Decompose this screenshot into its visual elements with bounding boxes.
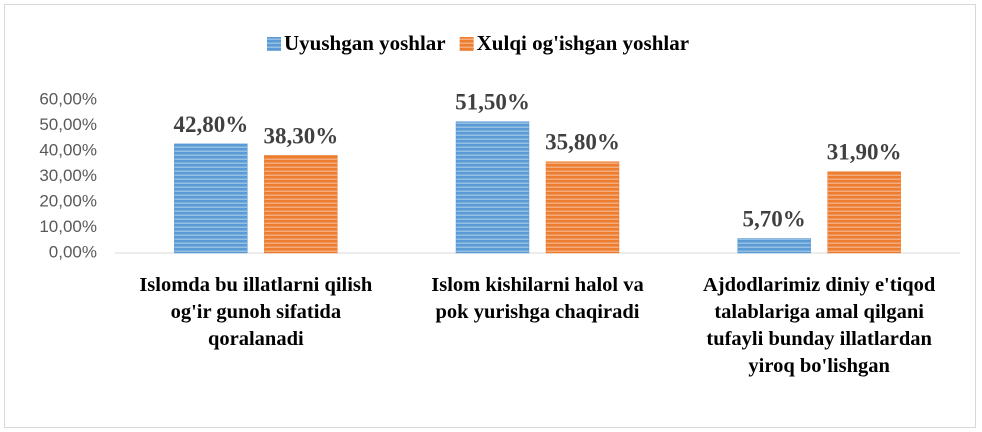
data-label: 38,30% [263,123,338,148]
data-label: 5,70% [743,206,806,231]
chart-frame [4,4,976,428]
y-tick-label: 0,00% [49,242,97,261]
bar [737,238,811,254]
legend-swatch [267,37,281,51]
x-tick-label: Ajdodlarimiz diniy e'tiqod talablariga a… [702,274,936,377]
x-tick-label: Islomda bu illatlarni qilish og'ir gunoh… [139,274,373,350]
y-tick-label: 20,00% [39,191,97,210]
y-tick-label: 40,00% [39,140,97,159]
legend-label: Xulqi og'ishgan yoshlar [477,31,689,55]
x-tick-label: Islom kishilarni halol va pok yurishga c… [431,274,644,323]
y-tick-label: 60,00% [39,89,97,108]
legend-label: Uyushgan yoshlar [284,31,446,55]
data-label: 31,90% [827,140,902,165]
y-tick-label: 10,00% [39,217,97,236]
y-tick-label: 50,00% [39,115,97,134]
bar [455,121,530,254]
bar [545,161,620,254]
data-label: 42,80% [173,112,248,137]
bar [264,155,338,254]
data-label: 35,80% [545,130,620,155]
legend-swatch [459,37,474,51]
bar [174,143,248,254]
bar [827,171,901,254]
y-tick-label: 30,00% [39,166,97,185]
data-label: 51,50% [455,90,530,115]
